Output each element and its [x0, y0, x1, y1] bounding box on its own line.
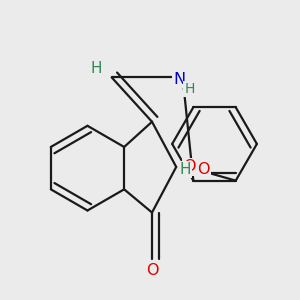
Text: H: H: [179, 162, 191, 177]
Text: N: N: [173, 72, 185, 87]
Text: O: O: [183, 159, 195, 174]
Text: O: O: [197, 162, 210, 177]
Text: H: H: [91, 61, 102, 76]
Text: O: O: [146, 263, 158, 278]
Text: H: H: [184, 82, 195, 96]
